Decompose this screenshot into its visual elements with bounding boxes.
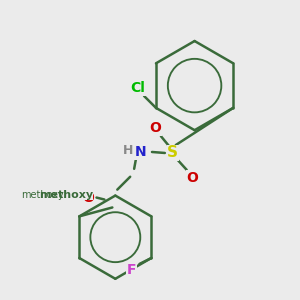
Text: O: O — [82, 190, 94, 205]
Text: S: S — [167, 146, 178, 160]
Text: N: N — [134, 145, 146, 159]
Text: methoxy: methoxy — [39, 190, 93, 200]
Text: O: O — [187, 171, 199, 185]
Text: H: H — [123, 143, 134, 157]
Text: Cl: Cl — [131, 81, 146, 95]
Text: O: O — [149, 121, 161, 135]
Text: F: F — [127, 263, 136, 277]
Text: methoxy: methoxy — [21, 190, 64, 200]
